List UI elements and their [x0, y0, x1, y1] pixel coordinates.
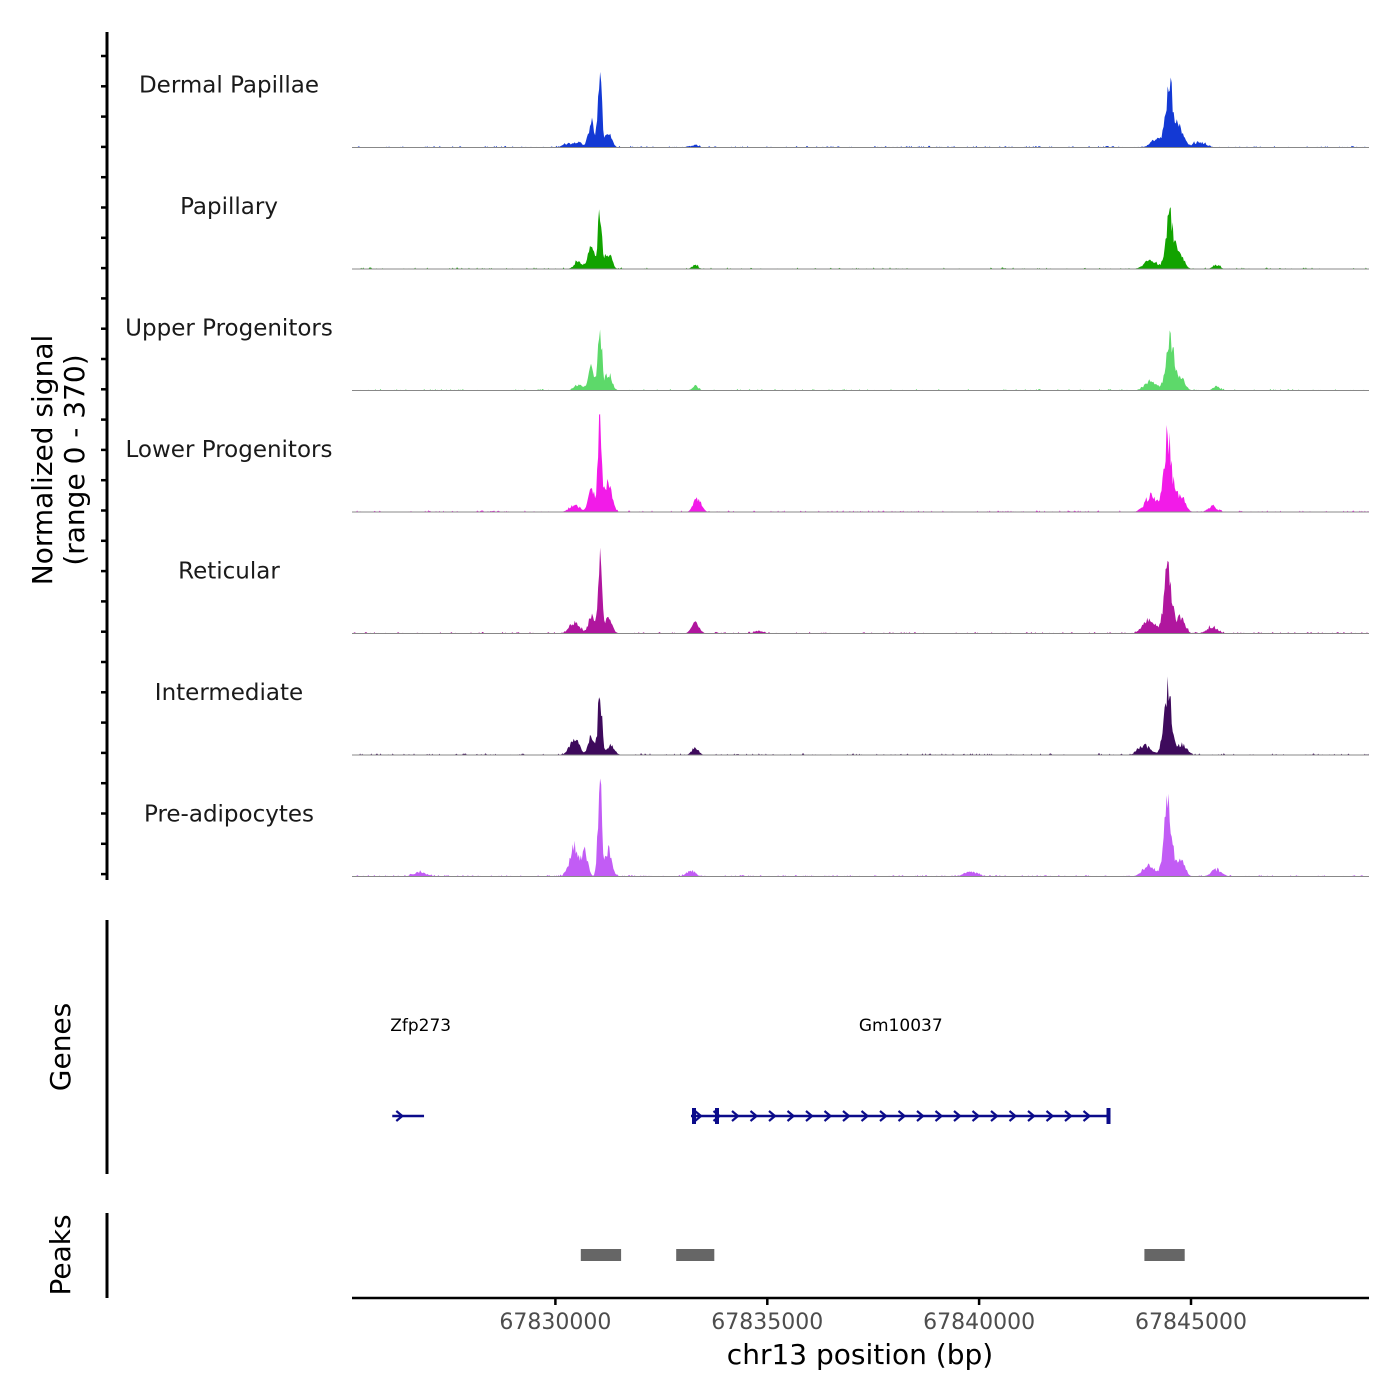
strand-arrow	[1045, 1110, 1055, 1122]
strand-arrow	[1008, 1110, 1018, 1122]
peak-region	[1144, 1249, 1185, 1261]
x-axis: 67830000 67835000 67840000 67845000 chr13 p…	[352, 1296, 1369, 1371]
strand-arrow	[879, 1110, 888, 1122]
genes-panel-title: Genes	[44, 1003, 77, 1091]
signal-area	[352, 329, 1369, 391]
signal-panel: Normalized signal (range 0 - 370) Dermal…	[26, 32, 1369, 880]
x-tick-label: 67845000	[1135, 1310, 1247, 1335]
track-upper-progenitors: Upper Progenitors	[125, 316, 1369, 391]
strand-arrow	[1064, 1110, 1073, 1122]
strand-arrow	[768, 1110, 777, 1122]
track-intermediate: Intermediate	[155, 676, 1369, 756]
strand-arrow	[897, 1110, 907, 1122]
track-label: Papillary	[180, 194, 278, 220]
peaks-panel-title: Peaks	[44, 1214, 77, 1295]
strand-arrow	[786, 1110, 796, 1122]
genes-panel: Genes Zfp273 Gm10037	[44, 920, 1111, 1174]
track-papillary: Papillary	[180, 194, 1369, 270]
signal-area	[352, 71, 1369, 148]
x-tick-label: 67830000	[499, 1310, 611, 1335]
exon	[1106, 1108, 1111, 1124]
exon	[715, 1108, 719, 1124]
strand-arrow	[953, 1110, 962, 1122]
signal-y-ticks	[101, 54, 107, 876]
track-pre-adipocytes: Pre-adipocytes	[144, 778, 1369, 877]
peak-regions	[580, 1249, 1185, 1261]
track-reticular: Reticular	[178, 547, 1369, 634]
x-tick-label: 67835000	[711, 1310, 823, 1335]
strand-arrow	[860, 1110, 870, 1122]
strand-arrow	[842, 1110, 851, 1122]
track-lower-progenitors: Lower Progenitors	[126, 414, 1369, 513]
track-label: Pre-adipocytes	[144, 802, 314, 828]
tracks: Dermal Papillae Papillary Upper Progenitor…	[125, 71, 1369, 877]
y-axis-label: Normalized signal	[26, 335, 59, 586]
signal-area	[352, 547, 1369, 634]
gene-models: Zfp273 Gm10037	[390, 1016, 1111, 1124]
y-axis-sublabel: (range 0 - 370)	[58, 354, 91, 565]
strand-arrow	[731, 1110, 740, 1122]
x-ticks: 67830000 67835000 67840000 67845000	[499, 1298, 1247, 1335]
peaks-panel: Peaks	[44, 1213, 1185, 1298]
peak-region	[580, 1249, 622, 1261]
track-dermal-papillae: Dermal Papillae	[139, 71, 1369, 148]
strand-arrow	[934, 1110, 944, 1122]
x-tick-label: 67840000	[923, 1310, 1035, 1335]
gene-gm10037: Gm10037	[691, 1016, 1111, 1124]
strand-arrow	[971, 1110, 981, 1122]
strand-arrow	[395, 1110, 405, 1122]
exon	[692, 1108, 696, 1124]
strand-arrow	[916, 1110, 925, 1122]
signal-area	[352, 778, 1369, 877]
peak-region	[676, 1249, 715, 1261]
track-label: Intermediate	[155, 680, 303, 706]
track-label: Reticular	[178, 559, 280, 585]
signal-area	[352, 207, 1369, 269]
strand-arrow	[990, 1110, 999, 1122]
strand-arrow	[823, 1110, 833, 1122]
strand-arrow	[1082, 1110, 1092, 1122]
track-label: Lower Progenitors	[126, 437, 333, 463]
track-label: Upper Progenitors	[125, 316, 333, 342]
signal-area	[352, 676, 1369, 755]
gene-label: Gm10037	[859, 1016, 943, 1036]
strand-arrow	[749, 1110, 759, 1122]
gene-label: Zfp273	[390, 1016, 451, 1036]
signal-area	[352, 414, 1369, 512]
strand-arrow	[1027, 1110, 1036, 1122]
strand-arrow	[805, 1110, 814, 1122]
gene-zfp273: Zfp273	[390, 1016, 451, 1122]
strand-arrow	[694, 1110, 703, 1122]
x-axis-label: chr13 position (bp)	[727, 1338, 993, 1371]
track-label: Dermal Papillae	[139, 73, 319, 99]
